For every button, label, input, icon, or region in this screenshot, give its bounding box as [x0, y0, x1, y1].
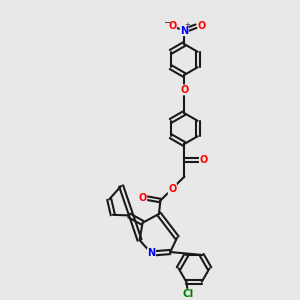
Text: N: N	[180, 26, 188, 36]
Text: O: O	[200, 155, 208, 165]
Text: +: +	[184, 22, 190, 28]
Text: Cl: Cl	[182, 289, 194, 299]
Text: −: −	[164, 18, 170, 27]
Text: O: O	[198, 21, 206, 31]
Text: O: O	[180, 85, 188, 95]
Text: O: O	[168, 184, 176, 194]
Text: O: O	[168, 21, 176, 31]
Text: O: O	[138, 193, 147, 203]
Text: N: N	[147, 248, 156, 259]
